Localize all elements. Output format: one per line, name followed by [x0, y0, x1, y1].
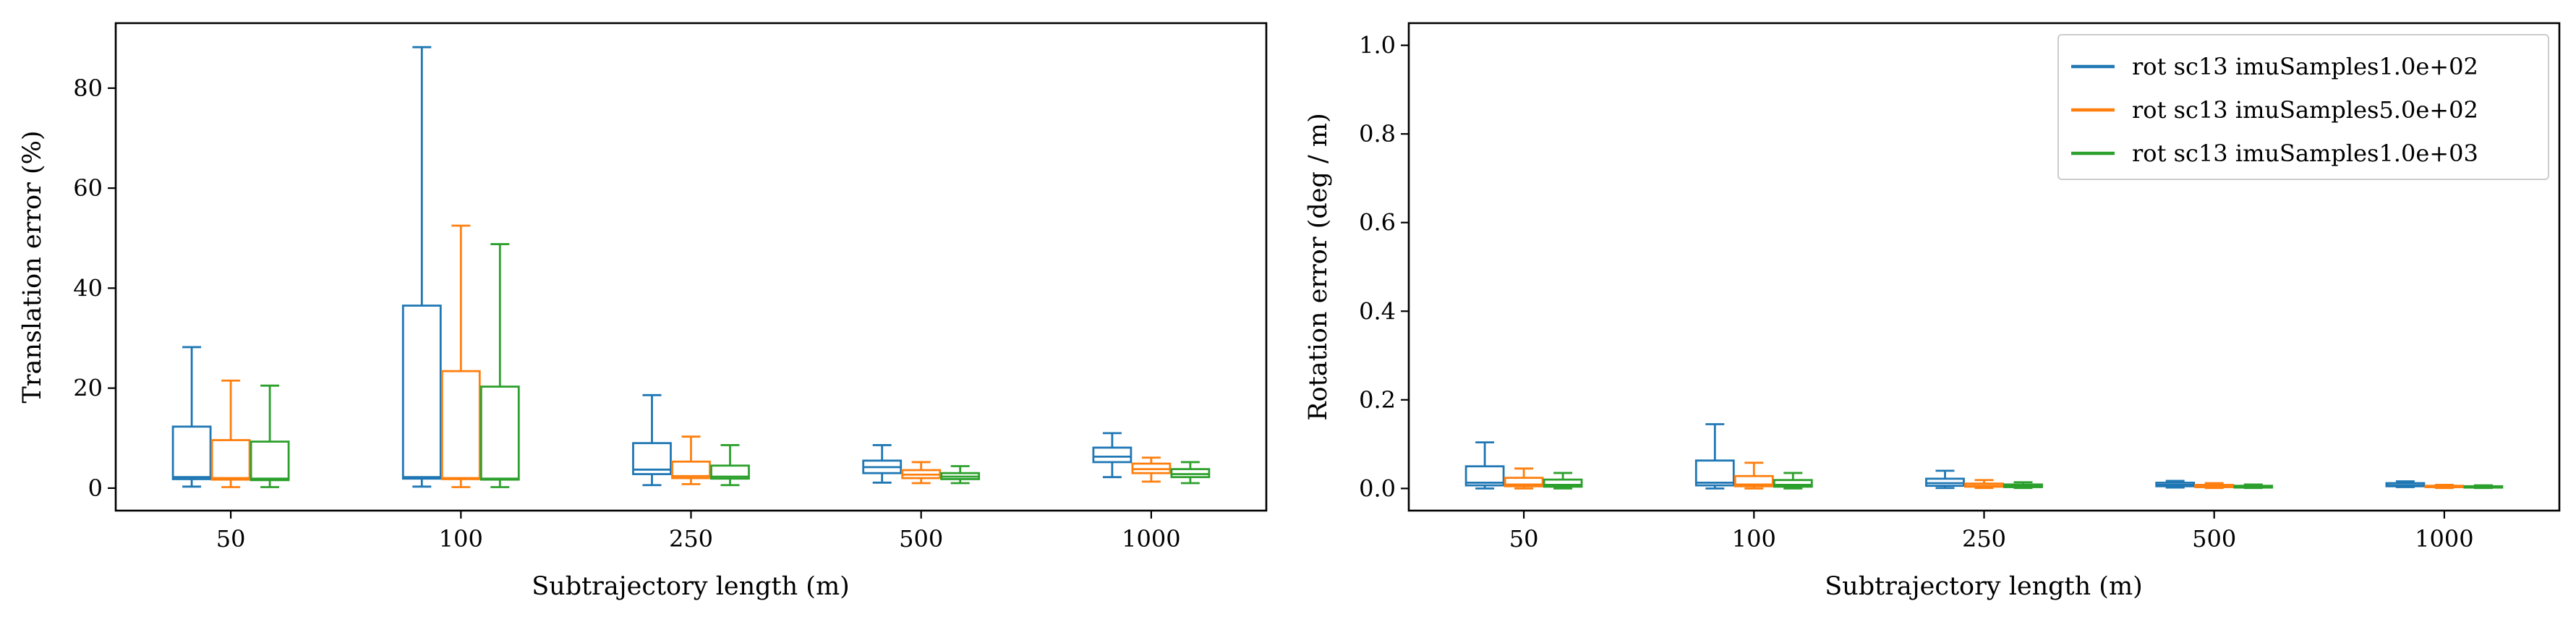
box-plot — [2424, 484, 2465, 490]
box-iqr — [171, 425, 212, 480]
x-tick-label: 50 — [216, 525, 246, 553]
legend-frame — [2057, 34, 2549, 180]
box-plot — [479, 243, 520, 488]
box-iqr — [401, 304, 442, 480]
box-plot — [401, 46, 442, 488]
x-tick-label: 1000 — [1122, 525, 1180, 553]
y-tick-label: 20 — [73, 375, 103, 402]
box-plot — [250, 384, 290, 488]
box-plot — [1773, 472, 1813, 490]
x-tick-label: 100 — [439, 525, 483, 553]
box-iqr — [210, 439, 251, 481]
y-tick-label: 40 — [73, 274, 103, 302]
box-plot — [1131, 456, 1172, 483]
y-tick-label: 0.4 — [1359, 297, 1396, 325]
translation-x-axis: 50 100 250 500 1000 — [216, 511, 1181, 553]
rotation-box-plots — [1464, 423, 2504, 490]
translation-error-panel: 0 20 40 60 80 50 100 250 500 1000 Subtrajectory … — [18, 22, 1268, 601]
y-tick-label: 0.0 — [1359, 474, 1396, 502]
y-tick-label: 0.2 — [1359, 386, 1396, 414]
rotation-x-axis: 50 100 250 500 1000 — [1509, 511, 2474, 553]
box-plot — [2385, 480, 2426, 488]
box-iqr — [440, 370, 481, 480]
legend-label: rot sc13 imuSamples1.0e+02 — [2132, 53, 2478, 80]
translation-x-axis-label: Subtrajectory length (m) — [532, 572, 850, 601]
translation-y-axis: 0 20 40 60 80 — [73, 74, 116, 502]
box-plot — [2155, 480, 2196, 489]
legend-label: rot sc13 imuSamples1.0e+03 — [2132, 140, 2478, 167]
x-tick-label: 250 — [669, 525, 713, 553]
x-tick-label: 500 — [2192, 525, 2236, 553]
box-plot — [1733, 461, 1774, 490]
rotation-y-axis-label: Rotation error (deg / m) — [1304, 113, 1333, 421]
box-plot — [632, 393, 672, 487]
box-plot — [710, 444, 750, 487]
box-iqr — [479, 385, 520, 481]
box-plot — [2003, 481, 2043, 490]
box-plot — [1694, 423, 1735, 490]
legend: rot sc13 imuSamples1.0e+02 rot sc13 imuSa… — [2057, 34, 2549, 180]
x-tick-label: 100 — [1732, 525, 1776, 553]
box-plot — [171, 346, 212, 488]
translation-y-axis-label: Translation error (%) — [18, 130, 47, 403]
y-tick-label: 80 — [73, 74, 103, 102]
box-plot — [1925, 469, 1965, 490]
box-plot — [2463, 484, 2504, 490]
box-iqr — [1694, 459, 1735, 487]
rotation-error-panel: 0.0 0.2 0.4 0.6 0.8 1.0 50 100 250 500 1000 Subtr… — [1304, 22, 2561, 601]
box-plot — [940, 465, 981, 485]
box-plot — [671, 435, 711, 485]
box-plot — [1504, 467, 1544, 490]
box-plot — [2233, 483, 2274, 490]
box-plot — [1092, 432, 1133, 479]
x-tick-label: 1000 — [2415, 525, 2473, 553]
legend-label: rot sc13 imuSamples5.0e+02 — [2132, 96, 2478, 124]
x-tick-label: 500 — [899, 525, 943, 553]
x-tick-label: 250 — [1962, 525, 2006, 553]
box-plot — [210, 379, 251, 488]
rotation-x-axis-label: Subtrajectory length (m) — [1825, 572, 2143, 601]
box-plot — [2194, 482, 2235, 490]
y-tick-label: 1.0 — [1359, 32, 1396, 59]
box-plot — [862, 444, 903, 484]
box-iqr — [1092, 446, 1133, 464]
y-tick-label: 0 — [88, 474, 103, 502]
rotation-y-axis: 0.0 0.2 0.4 0.6 0.8 1.0 — [1359, 32, 1409, 502]
box-plot — [901, 461, 942, 485]
box-plot — [1170, 461, 1211, 485]
box-plot — [1964, 479, 2004, 490]
box-iqr — [250, 440, 290, 482]
box-plot — [1464, 441, 1505, 490]
box-plot — [1543, 472, 1583, 490]
y-tick-label: 0.8 — [1359, 120, 1396, 148]
box-plot — [440, 224, 481, 488]
x-tick-label: 50 — [1509, 525, 1539, 553]
y-tick-label: 60 — [73, 174, 103, 202]
translation-box-plots — [171, 46, 1211, 488]
y-tick-label: 0.6 — [1359, 209, 1396, 237]
